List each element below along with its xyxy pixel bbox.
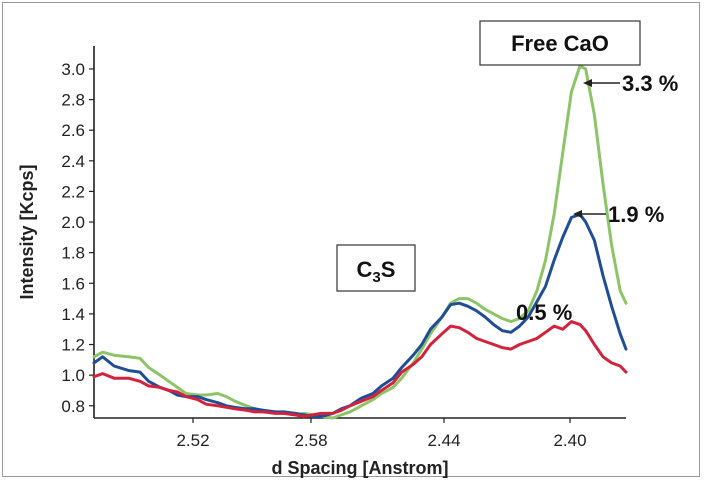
c3s-label-sub: 3 xyxy=(372,269,380,286)
y-tick-label: 1.2 xyxy=(61,336,85,355)
c3s-box xyxy=(336,244,416,292)
figure-border xyxy=(2,2,700,477)
c3s-label-main: C xyxy=(357,257,373,282)
y-tick-label: 1.4 xyxy=(61,305,85,324)
pct-green-label: 3.3 % xyxy=(622,71,678,96)
y-tick-label: 3.0 xyxy=(61,60,85,79)
x-tick-label: 2.58 xyxy=(294,431,327,450)
y-tick-label: 2.8 xyxy=(61,91,85,110)
series-layer xyxy=(92,64,628,420)
pct-blue-label: 1.9 % xyxy=(608,202,664,227)
pct-red-label: 0.5 % xyxy=(516,300,572,325)
free-cao-label: Free CaO xyxy=(511,31,609,56)
free-cao-box xyxy=(479,20,641,66)
c3s-label: C3S xyxy=(357,257,396,286)
pct-green-arrowhead xyxy=(583,79,592,87)
y-tick-label: 2.4 xyxy=(61,152,85,171)
y-tick-label: 2.6 xyxy=(61,121,85,140)
y-axis-title: Intensity [Kcps] xyxy=(17,164,37,299)
y-tick-label: 1.8 xyxy=(61,244,85,263)
x-tick-label: 2.40 xyxy=(553,431,586,450)
c3s-label-tail: S xyxy=(381,257,396,282)
y-tick-label: 1.0 xyxy=(61,366,85,385)
x-tick-label: 2.52 xyxy=(176,431,209,450)
x-tick-label: 2.44 xyxy=(427,431,460,450)
x-axis-ticks: 2.52 2.58 2.44 2.40 xyxy=(176,418,587,450)
series-line-2 xyxy=(92,320,628,418)
series-line-0 xyxy=(92,64,628,420)
y-tick-label: 2.0 xyxy=(61,213,85,232)
y-axis-ticks: 0.8 1.0 1.2 1.4 1.6 1.8 2.0 2.2 2.4 2.6 2.8 3.0 xyxy=(61,60,94,416)
y-tick-label: 2.2 xyxy=(61,182,85,201)
y-tick-label: 1.6 xyxy=(61,274,85,293)
y-tick-label: 0.8 xyxy=(61,397,85,416)
pct-blue-arrowhead xyxy=(573,210,582,218)
x-axis-title: d Spacing [Anstrom] xyxy=(271,458,448,478)
